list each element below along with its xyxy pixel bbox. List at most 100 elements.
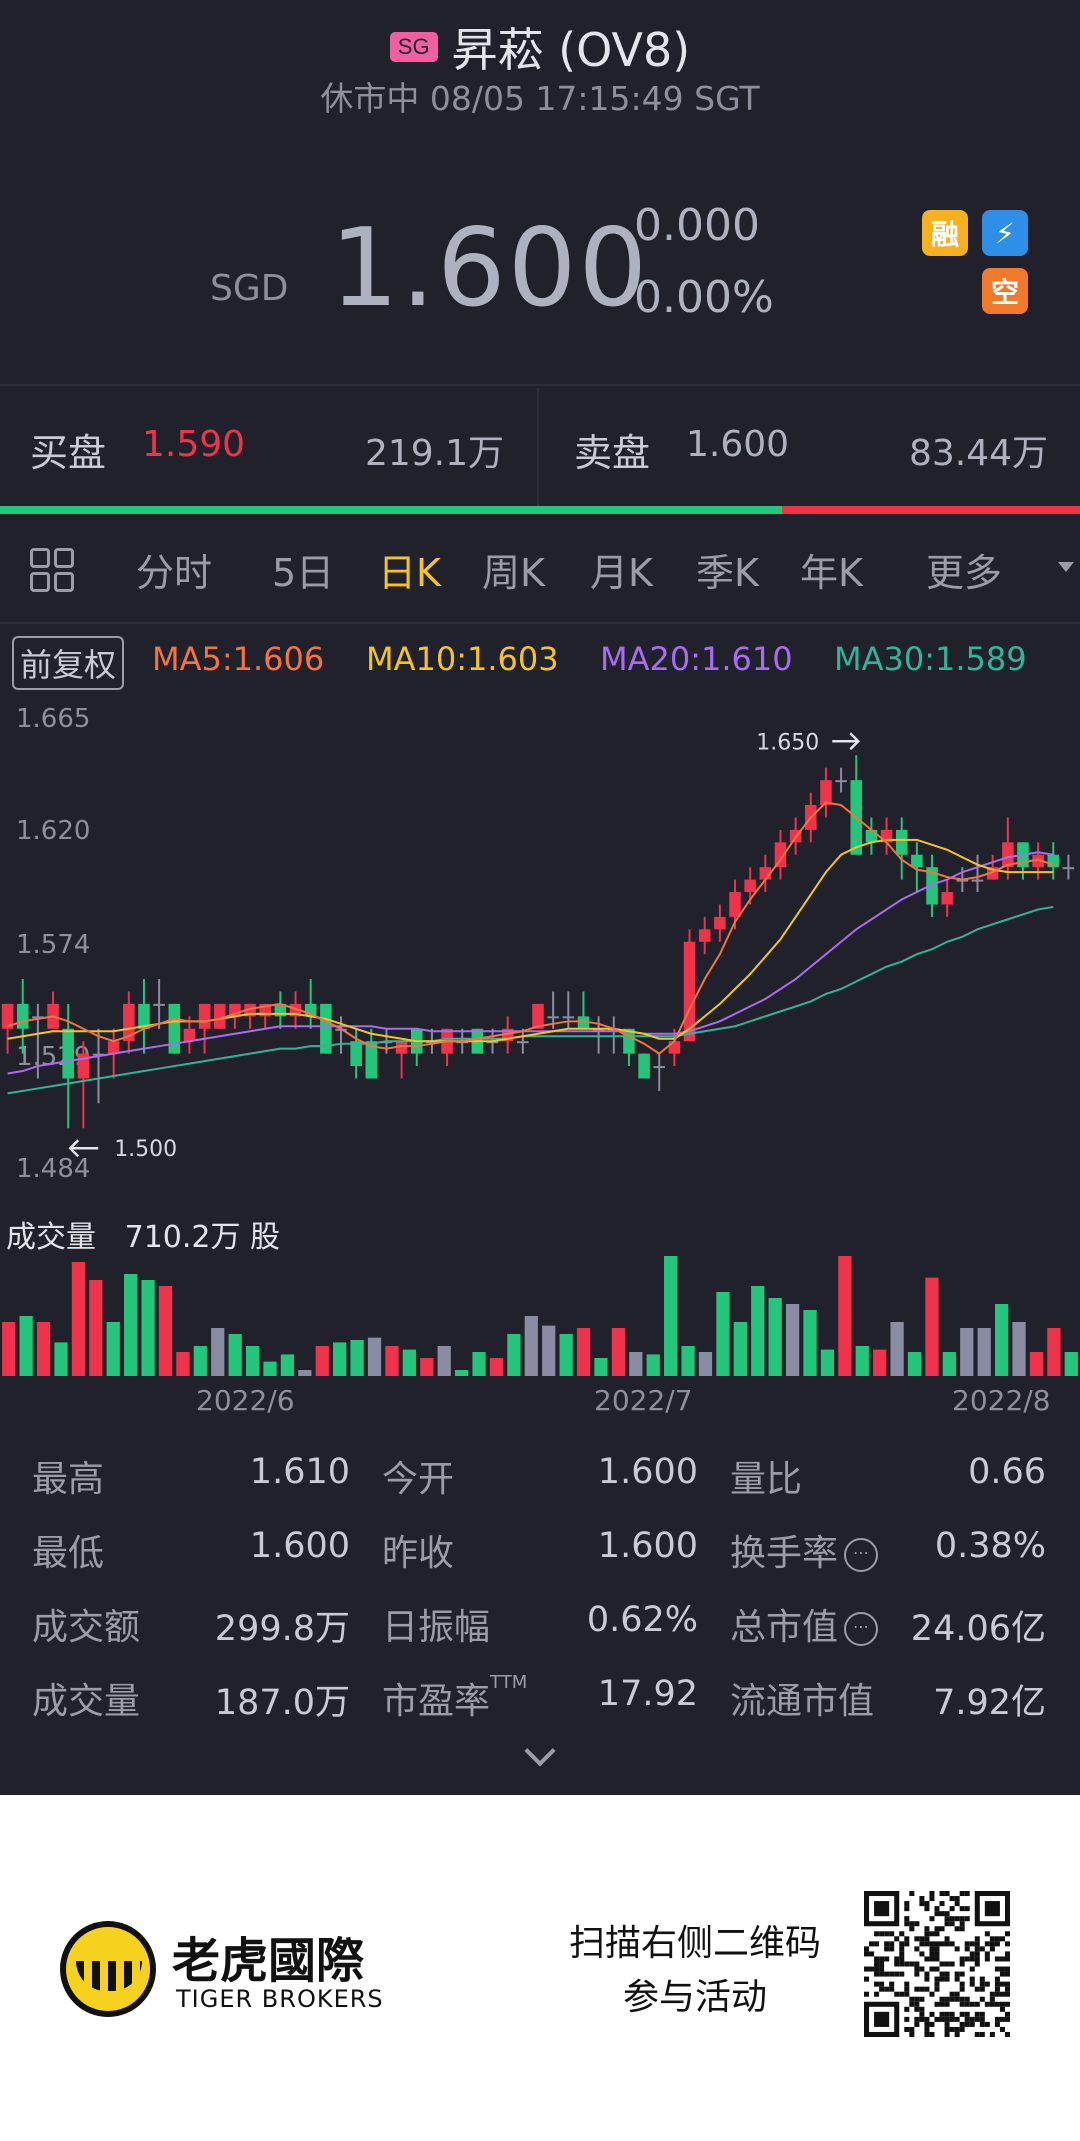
bid-ask-panel[interactable]: 买盘 1.590 219.1万 卖盘 1.600 83.44万 — [0, 388, 1080, 506]
stat-prev-close-value: 1.600 — [597, 1526, 698, 1566]
market-badge: SG — [389, 32, 438, 62]
volume-bar — [106, 1322, 120, 1376]
volume-bar — [141, 1280, 155, 1376]
candle-body — [729, 892, 741, 917]
candle-body — [865, 829, 878, 843]
tab-weekly-k[interactable]: 周K — [482, 551, 545, 595]
stock-detail-screen: SG 昇菘 (OV8) 休市中 08/05 17:15:49 SGT SGD 1… — [0, 0, 1080, 1795]
date-label: 2022/7 — [594, 1384, 693, 1417]
volume-bar — [228, 1334, 242, 1376]
volume-bar — [315, 1346, 329, 1376]
stat-turnover-rate-label[interactable]: 换手率 ⋯ — [730, 1524, 879, 1576]
candle-body — [289, 1003, 302, 1017]
volume-bar — [124, 1274, 138, 1376]
tab-more[interactable]: 更多 — [926, 551, 1003, 595]
candle-body — [183, 1028, 196, 1042]
last-price: 1.600 — [330, 206, 650, 331]
ask-label: 卖盘 — [574, 431, 651, 475]
chevron-down-icon[interactable] — [524, 1735, 556, 1767]
candle-body — [107, 1041, 120, 1054]
candle-body — [835, 780, 847, 783]
candle-body — [653, 1066, 665, 1069]
tab-daily-k[interactable]: 日K — [378, 551, 441, 595]
stat-market-cap-label[interactable]: 总市值 ⋯ — [730, 1598, 879, 1650]
info-icon[interactable]: ⋯ — [844, 1612, 879, 1646]
candle-body — [880, 829, 893, 843]
tab-intraday[interactable]: 分时 — [136, 551, 213, 595]
stat-volume-ratio-label: 量比 — [730, 1459, 803, 1500]
volume-chart[interactable] — [0, 1250, 1080, 1380]
volume-bar — [977, 1328, 991, 1376]
candle-body — [198, 1003, 211, 1029]
candle-body — [365, 1041, 378, 1079]
flash-icon[interactable]: ⚡ — [982, 210, 1028, 256]
volume-bar — [1012, 1322, 1026, 1376]
volume-bar — [994, 1304, 1009, 1376]
candle-body — [62, 1028, 74, 1079]
bid-label: 买盘 — [30, 431, 107, 475]
ask-price: 1.600 — [686, 424, 790, 465]
ask-ratio-bar — [782, 506, 1080, 514]
grid-icon[interactable] — [30, 548, 74, 592]
volume-bar — [698, 1352, 713, 1376]
volume-bar — [1029, 1352, 1044, 1376]
volume-bar — [367, 1337, 382, 1376]
volume-bar — [89, 1280, 103, 1376]
volume-bar — [385, 1346, 399, 1376]
volume-bar — [768, 1298, 782, 1376]
candle-body — [911, 854, 923, 868]
tab-yearly-k[interactable]: 年K — [800, 551, 863, 595]
volume-bar — [925, 1277, 939, 1376]
tab-quarterly-k[interactable]: 季K — [696, 551, 759, 595]
tab-monthly-k[interactable]: 月K — [590, 551, 653, 595]
candle-body — [683, 941, 696, 1042]
volume-bar — [193, 1346, 207, 1376]
stat-amplitude-label: 日振幅 — [382, 1607, 491, 1648]
volume-bar — [664, 1256, 678, 1376]
price-change-pct: 0.00% — [634, 272, 774, 323]
volume-bar — [594, 1358, 608, 1376]
volume-bar — [751, 1286, 765, 1376]
stat-turnover-rate-value: 0.38% — [934, 1526, 1046, 1566]
candle-body — [547, 1016, 559, 1019]
ma5-label: MA5:1.606 — [152, 640, 325, 678]
margin-icon[interactable]: 融 — [922, 210, 968, 256]
candle-body — [895, 829, 908, 855]
stat-pe-value: 17.92 — [597, 1674, 698, 1714]
candle-body — [395, 1041, 408, 1054]
volume-bar — [176, 1352, 190, 1376]
volume-bar — [263, 1361, 277, 1376]
volume-bar — [54, 1342, 68, 1376]
arrow-right-icon — [832, 732, 861, 751]
short-icon[interactable]: 空 — [982, 268, 1028, 314]
stat-open-label: 今开 — [382, 1459, 455, 1500]
volume-bar — [646, 1354, 660, 1376]
candle-body — [32, 1016, 44, 1019]
y-tick-label: 1.665 — [16, 704, 90, 734]
adjust-toggle-button[interactable]: 前复权 — [12, 636, 125, 690]
bid-ratio-bar — [0, 506, 782, 514]
candle-body — [320, 1003, 332, 1054]
candle-body — [304, 1003, 317, 1017]
brand-name-cn: 老虎國際 — [172, 1933, 365, 1989]
volume-bar — [19, 1316, 33, 1376]
candle-body — [229, 1003, 241, 1017]
volume-bar — [838, 1256, 852, 1376]
date-label: 2022/6 — [196, 1384, 295, 1417]
stat-volume-value: 187.0万 — [214, 1683, 350, 1723]
candle-body — [92, 1053, 105, 1056]
divider — [537, 388, 539, 506]
ask-volume: 83.44万 — [908, 433, 1048, 474]
divider — [0, 622, 1080, 624]
tab-5day[interactable]: 5日 — [272, 551, 335, 595]
volume-bar — [2, 1322, 16, 1376]
candle-body — [123, 1003, 135, 1042]
info-icon[interactable]: ⋯ — [844, 1538, 879, 1572]
y-tick-label: 1.484 — [16, 1154, 90, 1184]
chevron-down-icon[interactable] — [1058, 562, 1074, 572]
tiger-logo-icon — [60, 1921, 156, 2017]
ma30-line — [7, 905, 1054, 1095]
candle-body — [759, 867, 772, 880]
candle-body — [577, 1016, 590, 1029]
